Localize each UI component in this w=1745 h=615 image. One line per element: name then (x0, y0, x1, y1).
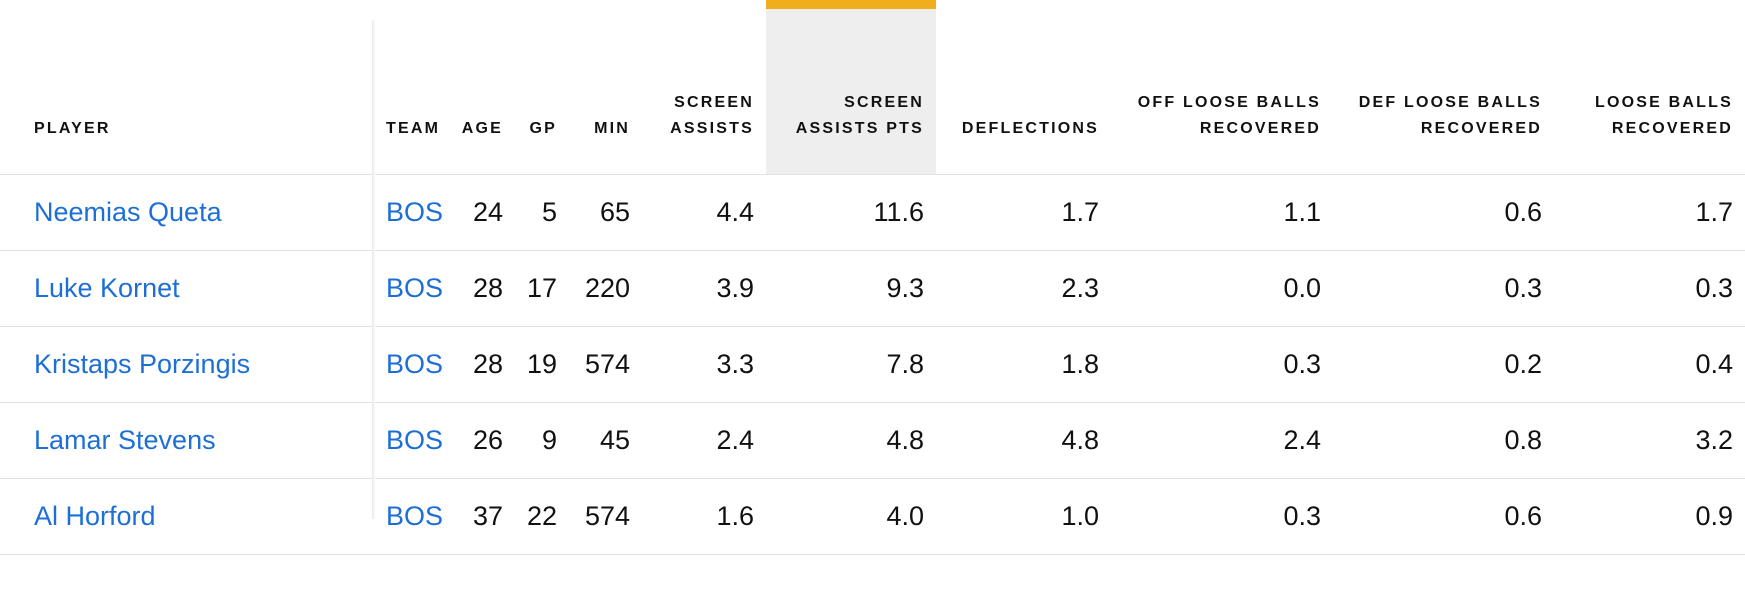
cell-screen-assists-pts: 4.0 (766, 479, 936, 555)
cell-deflections: 2.3 (936, 251, 1111, 327)
empty-cell (1111, 555, 1333, 615)
team-link[interactable]: BOS (372, 175, 450, 251)
empty-cell (1333, 555, 1554, 615)
player-name-link[interactable]: Kristaps Porzingis (0, 327, 372, 403)
header-line: SCREEN (674, 94, 754, 111)
cell-min: 45 (569, 403, 642, 479)
cell-deflections: 1.0 (936, 479, 1111, 555)
header-line: DEF LOOSE BALLS (1359, 94, 1542, 111)
empty-cell (766, 555, 936, 615)
cell-loose-balls: 0.9 (1554, 479, 1745, 555)
column-header-player[interactable]: PLAYER (0, 5, 372, 175)
cell-def-loose-balls: 0.6 (1333, 175, 1554, 251)
cell-loose-balls: 0.4 (1554, 327, 1745, 403)
table-row: Al Horford BOS 37 22 574 1.6 4.0 1.0 0.3… (0, 479, 1745, 555)
empty-cell (936, 555, 1111, 615)
stats-table-container: PLAYER TEAM AGE GP MIN SCREEN ASSISTS SCR… (0, 0, 1745, 519)
cell-deflections: 1.8 (936, 327, 1111, 403)
cell-screen-assists-pts: 7.8 (766, 327, 936, 403)
cell-age: 26 (450, 403, 515, 479)
player-name-link[interactable]: Lamar Stevens (0, 403, 372, 479)
cell-screen-assists-pts: 9.3 (766, 251, 936, 327)
cell-min: 574 (569, 327, 642, 403)
cell-screen-assists: 4.4 (642, 175, 766, 251)
header-line: ASSISTS (670, 120, 754, 137)
empty-cell (642, 555, 766, 615)
cell-off-loose-balls: 0.3 (1111, 327, 1333, 403)
cell-screen-assists: 3.3 (642, 327, 766, 403)
cell-screen-assists: 2.4 (642, 403, 766, 479)
column-header-off-loose-balls[interactable]: OFF LOOSE BALLS RECOVERED (1111, 5, 1333, 175)
cell-min: 65 (569, 175, 642, 251)
player-name-link[interactable]: Al Horford (0, 479, 372, 555)
player-name-link[interactable]: Neemias Queta (0, 175, 372, 251)
header-line: RECOVERED (1612, 120, 1733, 137)
cell-loose-balls: 3.2 (1554, 403, 1745, 479)
column-header-deflections[interactable]: DEFLECTIONS (936, 5, 1111, 175)
header-line: RECOVERED (1421, 120, 1542, 137)
cell-screen-assists: 3.9 (642, 251, 766, 327)
cell-off-loose-balls: 0.3 (1111, 479, 1333, 555)
cell-def-loose-balls: 0.6 (1333, 479, 1554, 555)
column-header-age[interactable]: AGE (450, 5, 515, 175)
cell-min: 220 (569, 251, 642, 327)
team-link[interactable]: BOS (372, 327, 450, 403)
cell-age: 28 (450, 251, 515, 327)
column-header-min[interactable]: MIN (569, 5, 642, 175)
cell-min: 574 (569, 479, 642, 555)
cell-off-loose-balls: 2.4 (1111, 403, 1333, 479)
table-row-partial (0, 555, 1745, 615)
cell-def-loose-balls: 0.3 (1333, 251, 1554, 327)
column-header-loose-balls[interactable]: LOOSE BALLS RECOVERED (1554, 5, 1745, 175)
column-header-screen-assists[interactable]: SCREEN ASSISTS (642, 5, 766, 175)
cell-screen-assists-pts: 4.8 (766, 403, 936, 479)
table-row: Neemias Queta BOS 24 5 65 4.4 11.6 1.7 1… (0, 175, 1745, 251)
table-header-row: PLAYER TEAM AGE GP MIN SCREEN ASSISTS SCR… (0, 5, 1745, 175)
cell-age: 37 (450, 479, 515, 555)
empty-cell (372, 555, 450, 615)
column-header-def-loose-balls[interactable]: DEF LOOSE BALLS RECOVERED (1333, 5, 1554, 175)
cell-deflections: 1.7 (936, 175, 1111, 251)
cell-age: 28 (450, 327, 515, 403)
header-line: ASSISTS PTS (796, 120, 924, 137)
table-row: Lamar Stevens BOS 26 9 45 2.4 4.8 4.8 2.… (0, 403, 1745, 479)
cell-def-loose-balls: 0.2 (1333, 327, 1554, 403)
cell-gp: 19 (515, 327, 569, 403)
header-line: SCREEN (844, 94, 924, 111)
team-link[interactable]: BOS (372, 251, 450, 327)
table-row: Kristaps Porzingis BOS 28 19 574 3.3 7.8… (0, 327, 1745, 403)
column-header-screen-assists-pts[interactable]: SCREEN ASSISTS PTS (766, 5, 936, 175)
table-row: Luke Kornet BOS 28 17 220 3.9 9.3 2.3 0.… (0, 251, 1745, 327)
player-name-link[interactable]: Luke Kornet (0, 251, 372, 327)
column-header-team[interactable]: TEAM (372, 5, 450, 175)
empty-cell (450, 555, 515, 615)
cell-screen-assists-pts: 11.6 (766, 175, 936, 251)
player-column-divider (372, 20, 375, 519)
cell-deflections: 4.8 (936, 403, 1111, 479)
empty-cell (515, 555, 569, 615)
empty-cell (569, 555, 642, 615)
cell-gp: 5 (515, 175, 569, 251)
header-line: LOOSE BALLS (1595, 94, 1733, 111)
cell-loose-balls: 1.7 (1554, 175, 1745, 251)
cell-loose-balls: 0.3 (1554, 251, 1745, 327)
cell-screen-assists: 1.6 (642, 479, 766, 555)
cell-def-loose-balls: 0.8 (1333, 403, 1554, 479)
cell-age: 24 (450, 175, 515, 251)
cell-off-loose-balls: 0.0 (1111, 251, 1333, 327)
cell-gp: 17 (515, 251, 569, 327)
cell-off-loose-balls: 1.1 (1111, 175, 1333, 251)
column-header-gp[interactable]: GP (515, 5, 569, 175)
header-line: OFF LOOSE BALLS (1138, 94, 1321, 111)
cell-gp: 22 (515, 479, 569, 555)
empty-cell (0, 555, 372, 615)
empty-cell (1554, 555, 1745, 615)
team-link[interactable]: BOS (372, 403, 450, 479)
team-link[interactable]: BOS (372, 479, 450, 555)
cell-gp: 9 (515, 403, 569, 479)
header-line: RECOVERED (1200, 120, 1321, 137)
